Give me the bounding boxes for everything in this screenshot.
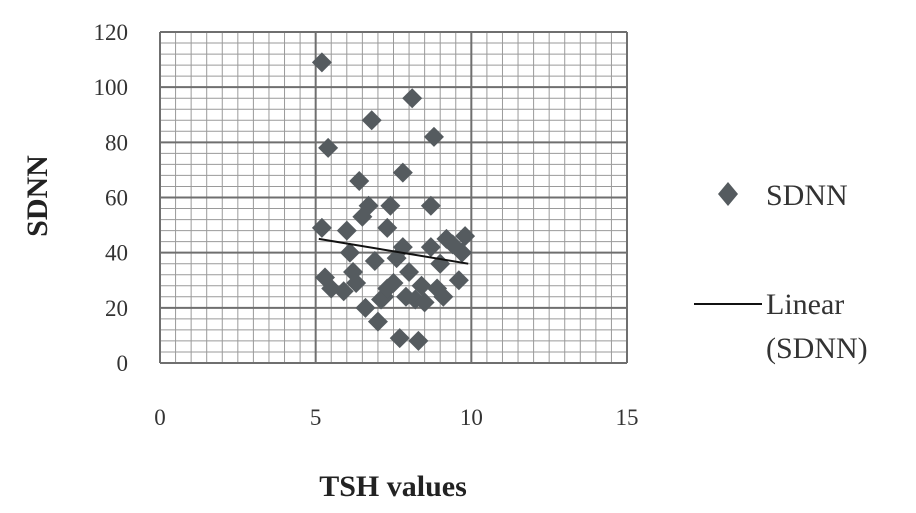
y-tick-label: 80 — [105, 130, 128, 155]
legend-label-linear-line2: (SDNN) — [766, 332, 868, 365]
data-point — [392, 162, 413, 183]
data-point — [420, 237, 441, 258]
y-tick-label: 0 — [117, 351, 129, 376]
data-point — [377, 217, 398, 238]
data-point — [411, 275, 432, 296]
data-point — [399, 261, 420, 282]
trendline — [318, 237, 469, 265]
x-tick-labels: 0 5 10 15 — [154, 405, 638, 430]
legend: SDNN Linear (SDNN) — [694, 179, 868, 365]
legend-diamond-marker — [718, 182, 738, 206]
data-point — [358, 195, 379, 216]
data-point — [380, 195, 401, 216]
data-point — [448, 270, 469, 291]
data-point — [333, 281, 354, 302]
y-tick-label: 40 — [105, 241, 128, 266]
data-point — [383, 273, 404, 294]
data-point — [346, 273, 367, 294]
data-point — [433, 286, 454, 307]
data-point — [339, 242, 360, 263]
y-tick-label: 120 — [94, 20, 129, 45]
data-point — [402, 88, 423, 109]
data-point — [389, 328, 410, 349]
data-point — [349, 170, 370, 191]
data-point — [336, 220, 357, 241]
data-point — [420, 195, 441, 216]
data-point — [430, 253, 451, 274]
y-axis-title: SDNN — [21, 155, 54, 237]
data-point — [364, 250, 385, 271]
data-point — [451, 242, 472, 263]
x-tick-label: 5 — [310, 405, 322, 430]
y-tick-labels: 0 20 40 60 80 100 120 — [94, 20, 129, 376]
data-point — [367, 311, 388, 332]
data-point — [423, 126, 444, 147]
x-tick-label: 10 — [460, 405, 483, 430]
y-tick-label: 60 — [105, 186, 128, 211]
x-tick-label: 0 — [154, 405, 166, 430]
data-point — [318, 137, 339, 158]
data-point — [311, 52, 332, 73]
x-axis-title: TSH values — [319, 470, 467, 503]
trendline-group — [318, 237, 469, 265]
data-point — [355, 297, 376, 318]
data-points — [311, 52, 476, 351]
major-gridlines — [159, 31, 628, 364]
data-point — [455, 226, 476, 247]
data-point — [361, 110, 382, 131]
y-tick-label: 20 — [105, 296, 128, 321]
legend-label-sdnn: SDNN — [766, 179, 848, 212]
data-point — [408, 330, 429, 351]
y-tick-label: 100 — [94, 75, 129, 100]
data-point — [414, 292, 435, 313]
data-point — [311, 217, 332, 238]
x-tick-label: 15 — [616, 405, 639, 430]
legend-label-linear-line1: Linear — [766, 288, 844, 321]
